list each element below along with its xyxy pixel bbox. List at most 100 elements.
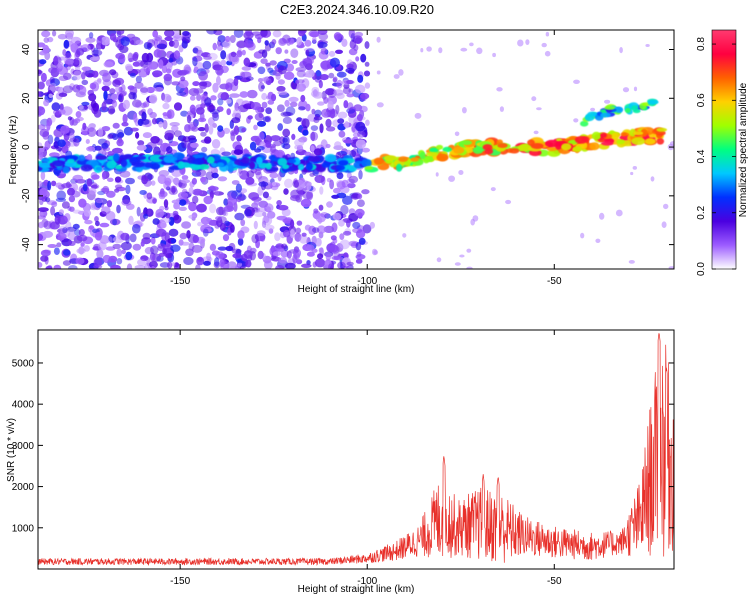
heatmap-noise-cell: [365, 119, 370, 126]
heatmap-noise-cell: [171, 125, 179, 132]
heatmap-noise-cell: [216, 44, 223, 52]
heatmap-noise-cell: [49, 152, 60, 158]
heatmap-noise-cell: [168, 216, 175, 226]
heatmap-noise-cell: [61, 201, 70, 209]
heatmap-noise-cell: [217, 176, 228, 182]
heatmap-noise-cell: [73, 70, 82, 81]
heatmap-noise-cell: [65, 30, 74, 38]
heatmap-noise-cell: [188, 121, 198, 130]
heatmap-noise-cell: [99, 235, 110, 244]
heatmap-noise-cell: [247, 115, 253, 120]
heatmap-noise-cell: [354, 31, 364, 38]
heatmap-noise-cell: [112, 218, 117, 226]
heatmap-ridge-cell: [398, 156, 409, 162]
heatmap-noise-cell: [101, 206, 111, 215]
heatmap-noise-cell: [75, 257, 85, 265]
heatmap-noise-cell: [39, 59, 47, 65]
heatmap-noise-cell: [200, 176, 207, 183]
heatmap-noise-cell: [51, 201, 58, 208]
heatmap-noise-cell: [177, 191, 189, 199]
heatmap-noise-cell: [223, 127, 231, 134]
y-tick-label: -40: [21, 237, 32, 252]
heatmap-noise-cell: [190, 142, 199, 148]
heatmap-ridge-cell: [561, 143, 572, 151]
heatmap-noise-cell: [306, 251, 315, 257]
heatmap-noise-cell: [134, 81, 144, 89]
heatmap-noise-cell: [301, 118, 310, 129]
heatmap-noise-cell: [121, 249, 126, 255]
heatmap-noise-cell: [128, 215, 134, 225]
heatmap-noise-cell: [257, 66, 266, 75]
heatmap-noise-cell: [232, 128, 237, 137]
heatmap-noise-cell: [258, 181, 269, 187]
heatmap-noise-cell: [102, 254, 112, 264]
heatmap-noise-cell: [172, 39, 180, 49]
heatmap-noise-cell: [197, 117, 207, 123]
heatmap-noise-cell: [167, 261, 173, 269]
heatmap-noise-cell: [332, 212, 342, 221]
heatmap-noise-cell: [355, 56, 360, 62]
heatmap-noise-cell: [264, 203, 274, 213]
heatmap-noise-cell: [253, 124, 258, 131]
heatmap-noise-cell: [93, 264, 103, 269]
heatmap-noise-cell: [269, 172, 279, 179]
heatmap-noise-cell: [255, 239, 260, 249]
heatmap-noise-cell: [328, 72, 335, 79]
heatmap-noise-cell: [277, 172, 282, 182]
heatmap-noise-cell: [356, 199, 365, 207]
heatmap-noise-cell: [296, 144, 304, 152]
heatmap-noise-cell: [359, 105, 368, 113]
x-tick-label: -50: [547, 576, 562, 587]
heatmap-noise-cell: [276, 85, 286, 92]
heatmap-noise-cell: [181, 40, 188, 49]
heatmap-noise-cell: [319, 123, 324, 134]
heatmap-noise-cell: [435, 172, 439, 177]
heatmap-noise-cell: [197, 221, 203, 227]
heatmap-noise-cell: [236, 50, 243, 58]
y-tick-label: 1000: [12, 523, 35, 534]
heatmap-noise-cell: [272, 30, 282, 38]
heatmap-ridge-cell: [396, 163, 403, 172]
heatmap-noise-cell: [38, 70, 43, 75]
heatmap-noise-cell: [70, 36, 82, 45]
heatmap-noise-cell: [42, 44, 50, 54]
heatmap-noise-cell: [302, 129, 309, 136]
heatmap-ridge-cell: [644, 138, 656, 145]
heatmap-noise-cell: [291, 60, 298, 64]
heatmap-noise-cell: [200, 131, 207, 137]
heatmap-noise-cell: [256, 230, 266, 237]
heatmap-noise-cell: [162, 248, 168, 255]
heatmap-noise-cell: [275, 264, 285, 269]
heatmap-noise-cell: [169, 122, 180, 127]
heatmap-noise-cell: [348, 175, 359, 184]
heatmap-noise-cell: [163, 199, 169, 208]
heatmap-noise-cell: [152, 218, 160, 225]
heatmap-noise-cell: [289, 228, 295, 239]
heatmap-noise-cell: [357, 74, 364, 83]
heatmap-noise-cell: [119, 45, 129, 54]
heatmap-noise-cell: [168, 228, 179, 237]
heatmap-noise-cell: [296, 36, 303, 46]
heatmap-ridge-cell: [410, 157, 419, 162]
heatmap-ridge-cell: [436, 153, 449, 162]
heatmap-noise-cell: [270, 145, 276, 154]
heatmap-noise-cell: [283, 230, 291, 238]
heatmap-noise-cell: [95, 198, 104, 204]
colorbar-label: Normalized spectral amplitude: [738, 82, 749, 217]
heatmap-noise-cell: [309, 172, 315, 177]
heatmap-noise-cell: [164, 36, 173, 41]
heatmap-noise-cell: [214, 190, 219, 196]
heatmap-noise-cell: [44, 140, 51, 150]
heatmap-noise-cell: [243, 31, 254, 40]
heatmap-noise-cell: [109, 33, 117, 41]
heatmap-noise-cell: [166, 110, 172, 119]
heatmap-noise-cell: [369, 221, 375, 229]
heatmap-ridge-cell: [287, 158, 296, 164]
heatmap-noise-cell: [143, 213, 149, 219]
heatmap-noise-cell: [325, 88, 335, 96]
heatmap-noise-cell: [294, 138, 305, 147]
heatmap-noise-cell: [280, 250, 289, 258]
y-tick-label: 5000: [12, 358, 35, 369]
heatmap-noise-cell: [47, 84, 56, 94]
heatmap-ridge-cell: [307, 155, 321, 163]
